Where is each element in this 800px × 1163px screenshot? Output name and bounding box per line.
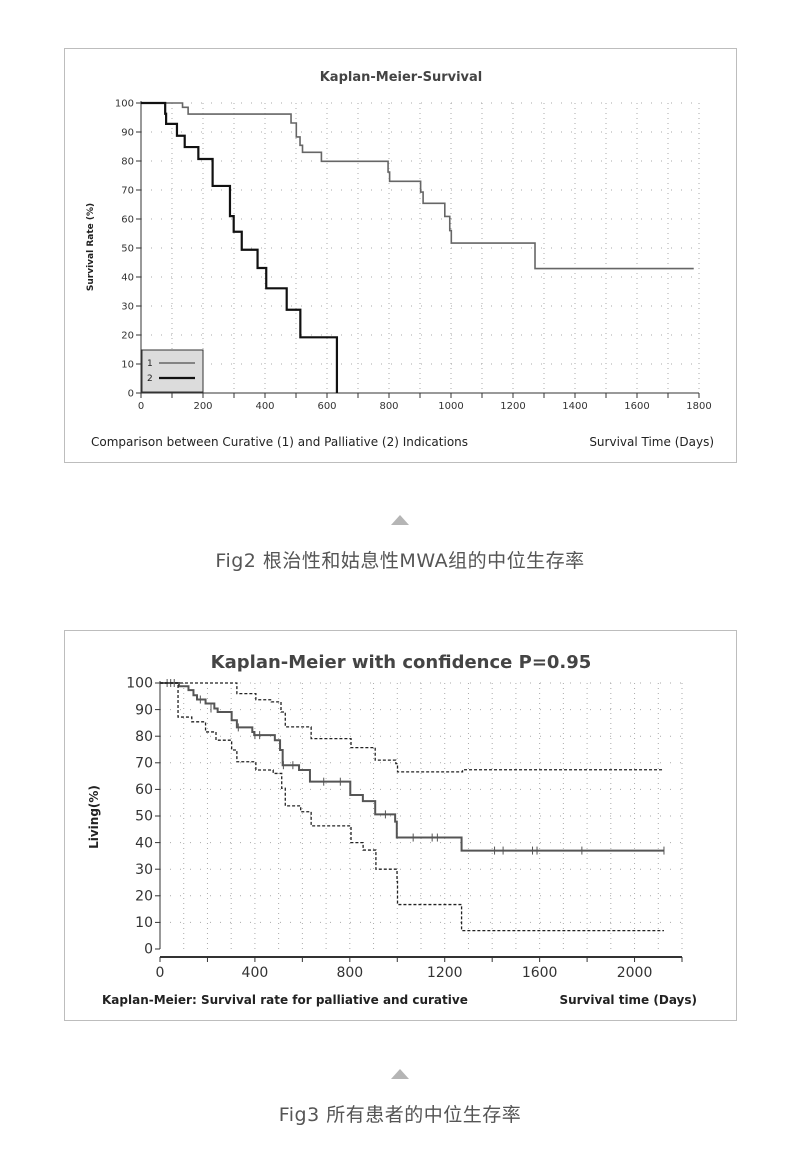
y-axis-label: Living(%) — [87, 785, 101, 849]
y-tick-label: 80 — [135, 729, 153, 745]
kaplan-meier-chart-1: Kaplan-Meier-Survival Survival Rate (%) … — [86, 70, 714, 449]
chart-title: Kaplan-Meier-Survival — [320, 70, 483, 85]
survival-curve-upper — [160, 682, 664, 773]
y-tick-label: 80 — [121, 156, 134, 167]
y-tick-label: 10 — [135, 915, 153, 931]
y-tick-label: 90 — [121, 127, 134, 138]
legend-box — [141, 349, 204, 393]
x-axis-label: Survival Time (Days) — [589, 435, 714, 449]
y-tick-label: 50 — [121, 243, 134, 254]
x-tick-label: 1200 — [500, 401, 525, 412]
y-tick-label: 50 — [135, 809, 153, 825]
x-tick-label: 0 — [156, 965, 165, 981]
y-tick-label: 10 — [121, 359, 134, 370]
survival-curve-estimate — [160, 682, 664, 852]
chart-subtitle: Kaplan-Meier: Survival rate for palliati… — [102, 993, 468, 1007]
survival-curve-1 — [141, 102, 694, 270]
y-tick-label: 0 — [128, 388, 134, 399]
x-tick-label: 1000 — [438, 401, 463, 412]
survival-curve-lower — [160, 682, 664, 932]
x-tick-label: 2000 — [617, 965, 653, 981]
legend-label: 2 — [147, 374, 153, 384]
figure-caption: Fig2 根治性和姑息性MWA组的中位生存率 — [215, 550, 585, 572]
x-axis-label: Survival time (Days) — [559, 993, 697, 1007]
y-tick-label: 100 — [126, 676, 153, 692]
y-axis-label: Survival Rate (%) — [86, 203, 96, 291]
y-tick-label: 20 — [135, 888, 153, 904]
y-tick-label: 70 — [135, 755, 153, 771]
figure-caption: Fig3 所有患者的中位生存率 — [278, 1104, 522, 1126]
figure-2-chart: Kaplan-Meier-Survival Survival Rate (%) … — [64, 48, 737, 463]
survival-curve-2 — [141, 101, 339, 393]
x-tick-label: 400 — [255, 401, 274, 412]
y-tick-label: 0 — [144, 942, 153, 958]
x-tick-label: 1400 — [562, 401, 587, 412]
x-tick-label: 0 — [138, 401, 144, 412]
x-tick-label: 800 — [336, 965, 363, 981]
chart-title: Kaplan-Meier with confidence P=0.95 — [211, 652, 592, 673]
y-tick-label: 100 — [115, 98, 134, 109]
y-tick-label: 60 — [121, 214, 134, 225]
figure-3-chart: Kaplan-Meier with confidence P=0.95 Livi… — [64, 630, 737, 1021]
y-tick-label: 60 — [135, 782, 153, 798]
legend-label: 1 — [147, 359, 153, 369]
y-tick-label: 70 — [121, 185, 134, 196]
triangle-icon — [391, 1069, 409, 1079]
y-tick-label: 40 — [121, 272, 134, 283]
x-tick-label: 1600 — [522, 965, 558, 981]
kaplan-meier-chart-2: Kaplan-Meier with confidence P=0.95 Livi… — [87, 652, 697, 1007]
x-tick-label: 1200 — [427, 965, 463, 981]
x-tick-label: 400 — [242, 965, 269, 981]
y-tick-label: 30 — [121, 301, 134, 312]
x-tick-label: 1800 — [686, 401, 711, 412]
y-tick-label: 30 — [135, 862, 153, 878]
y-tick-label: 20 — [121, 330, 134, 341]
y-tick-label: 40 — [135, 835, 153, 851]
x-tick-label: 1600 — [624, 401, 649, 412]
x-tick-label: 200 — [193, 401, 212, 412]
x-tick-label: 600 — [317, 401, 336, 412]
chart-subtitle: Comparison between Curative (1) and Pall… — [91, 435, 468, 449]
x-tick-label: 800 — [379, 401, 398, 412]
y-tick-label: 90 — [135, 702, 153, 718]
triangle-icon — [391, 515, 409, 525]
